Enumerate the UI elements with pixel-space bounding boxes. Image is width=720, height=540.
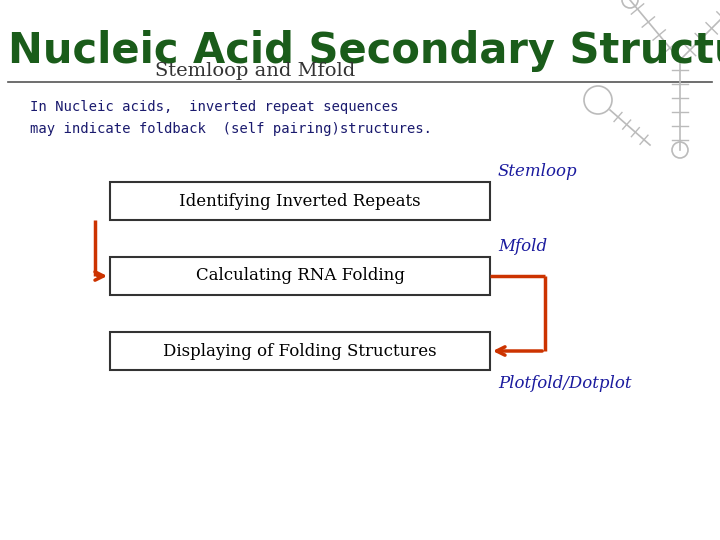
Text: Mfold: Mfold	[498, 238, 547, 255]
Text: Stemloop: Stemloop	[498, 163, 577, 180]
Text: Calculating RNA Folding: Calculating RNA Folding	[196, 267, 405, 285]
Text: In Nucleic acids,  inverted repeat sequences
may indicate foldback  (self pairin: In Nucleic acids, inverted repeat sequen…	[30, 100, 432, 136]
Text: Stemloop and Mfold: Stemloop and Mfold	[155, 62, 355, 80]
Text: Nucleic Acid Secondary Structure: Nucleic Acid Secondary Structure	[8, 30, 720, 72]
Text: Displaying of Folding Structures: Displaying of Folding Structures	[163, 342, 437, 360]
Text: Identifying Inverted Repeats: Identifying Inverted Repeats	[179, 192, 420, 210]
FancyBboxPatch shape	[110, 257, 490, 295]
Text: Plotfold/Dotplot: Plotfold/Dotplot	[498, 375, 631, 392]
FancyBboxPatch shape	[110, 332, 490, 370]
FancyBboxPatch shape	[110, 182, 490, 220]
